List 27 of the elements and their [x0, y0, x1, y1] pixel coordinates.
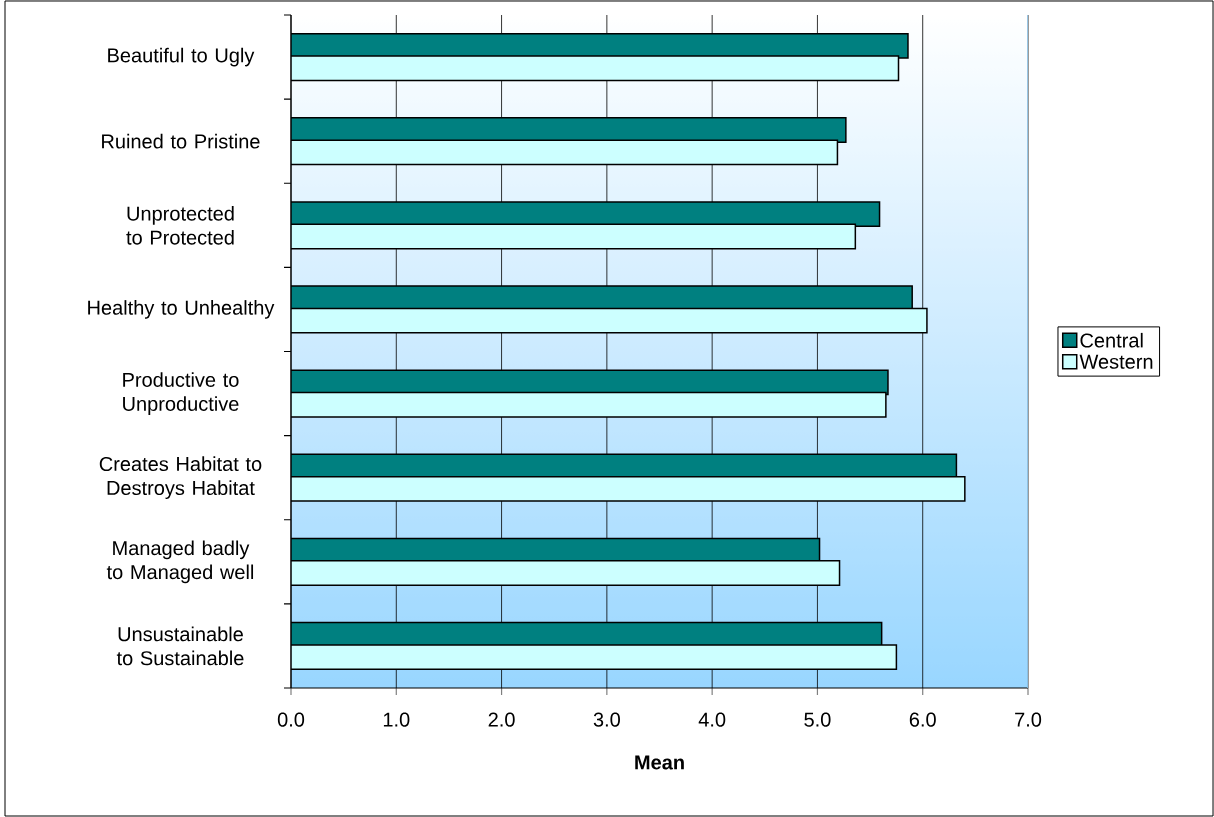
bar: [291, 139, 839, 166]
x-tick-label: 7.0: [1015, 712, 1042, 727]
y-tick-label: Healthy to Unhealthy: [88, 300, 275, 319]
bar: [291, 55, 900, 82]
y-tick-label: Creates Habitat to Destroys Habitat: [99, 456, 262, 500]
x-axis-title: Mean: [635, 755, 684, 770]
y-tick-label: Unprotected to Protected: [126, 205, 234, 245]
y-tick-label: Managed badly to Managed well: [106, 540, 254, 584]
y-tick-label: Beautiful to Ugly: [108, 47, 255, 67]
bar: [291, 307, 928, 334]
text: Western: [1079, 354, 1153, 369]
x-tick-label: 2.0: [488, 712, 515, 727]
y-tick-label: Unsustainable to Sustainable: [116, 626, 244, 666]
x-tick-label: 3.0: [593, 712, 620, 727]
bar: [291, 223, 857, 250]
bar: [291, 391, 887, 418]
x-tick-label: 0.0: [277, 712, 305, 727]
x-tick-label: 4.0: [698, 712, 726, 727]
legend-label: Central: [1080, 332, 1143, 348]
y-tick-label: Ruined to Pristine: [102, 133, 260, 149]
x-tick-label: 5.0: [804, 712, 831, 727]
bar: [291, 475, 966, 502]
y-tick-label: Productive to Unproductive: [123, 372, 239, 415]
bar: [291, 644, 898, 671]
x-tick-label: 1.0: [383, 712, 410, 727]
x-tick-label: 6.0: [909, 712, 936, 727]
bar: [291, 560, 841, 586]
